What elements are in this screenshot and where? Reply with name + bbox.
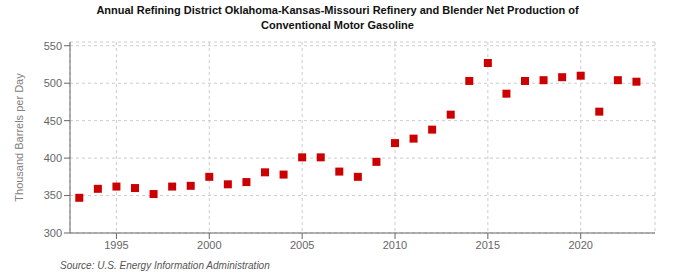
svg-text:1995: 1995 <box>104 239 128 251</box>
html-text:Source: U.S. Energy Informatio: Source: U.S. Energy Information Administ… <box>60 260 270 271</box>
svg-text:550: 550 <box>44 40 62 52</box>
svg-text:Thousand Barrels per Day: Thousand Barrels per Day <box>13 73 25 202</box>
svg-text:350: 350 <box>44 189 62 201</box>
svg-text:2000: 2000 <box>197 239 221 251</box>
svg-text:500: 500 <box>44 77 62 89</box>
svg-text:2010: 2010 <box>383 239 407 251</box>
svg-text:2015: 2015 <box>476 239 500 251</box>
html-text:Annual Refining District Oklah: Annual Refining District Oklahoma-Kansas… <box>96 4 579 16</box>
svg-text:2005: 2005 <box>290 239 314 251</box>
html-text:Conventional Motor Gasoline: Conventional Motor Gasoline <box>261 19 414 31</box>
svg-text:300: 300 <box>44 227 62 239</box>
svg-text:450: 450 <box>44 115 62 127</box>
svg-text:400: 400 <box>44 152 62 164</box>
svg-text:2020: 2020 <box>568 239 592 251</box>
